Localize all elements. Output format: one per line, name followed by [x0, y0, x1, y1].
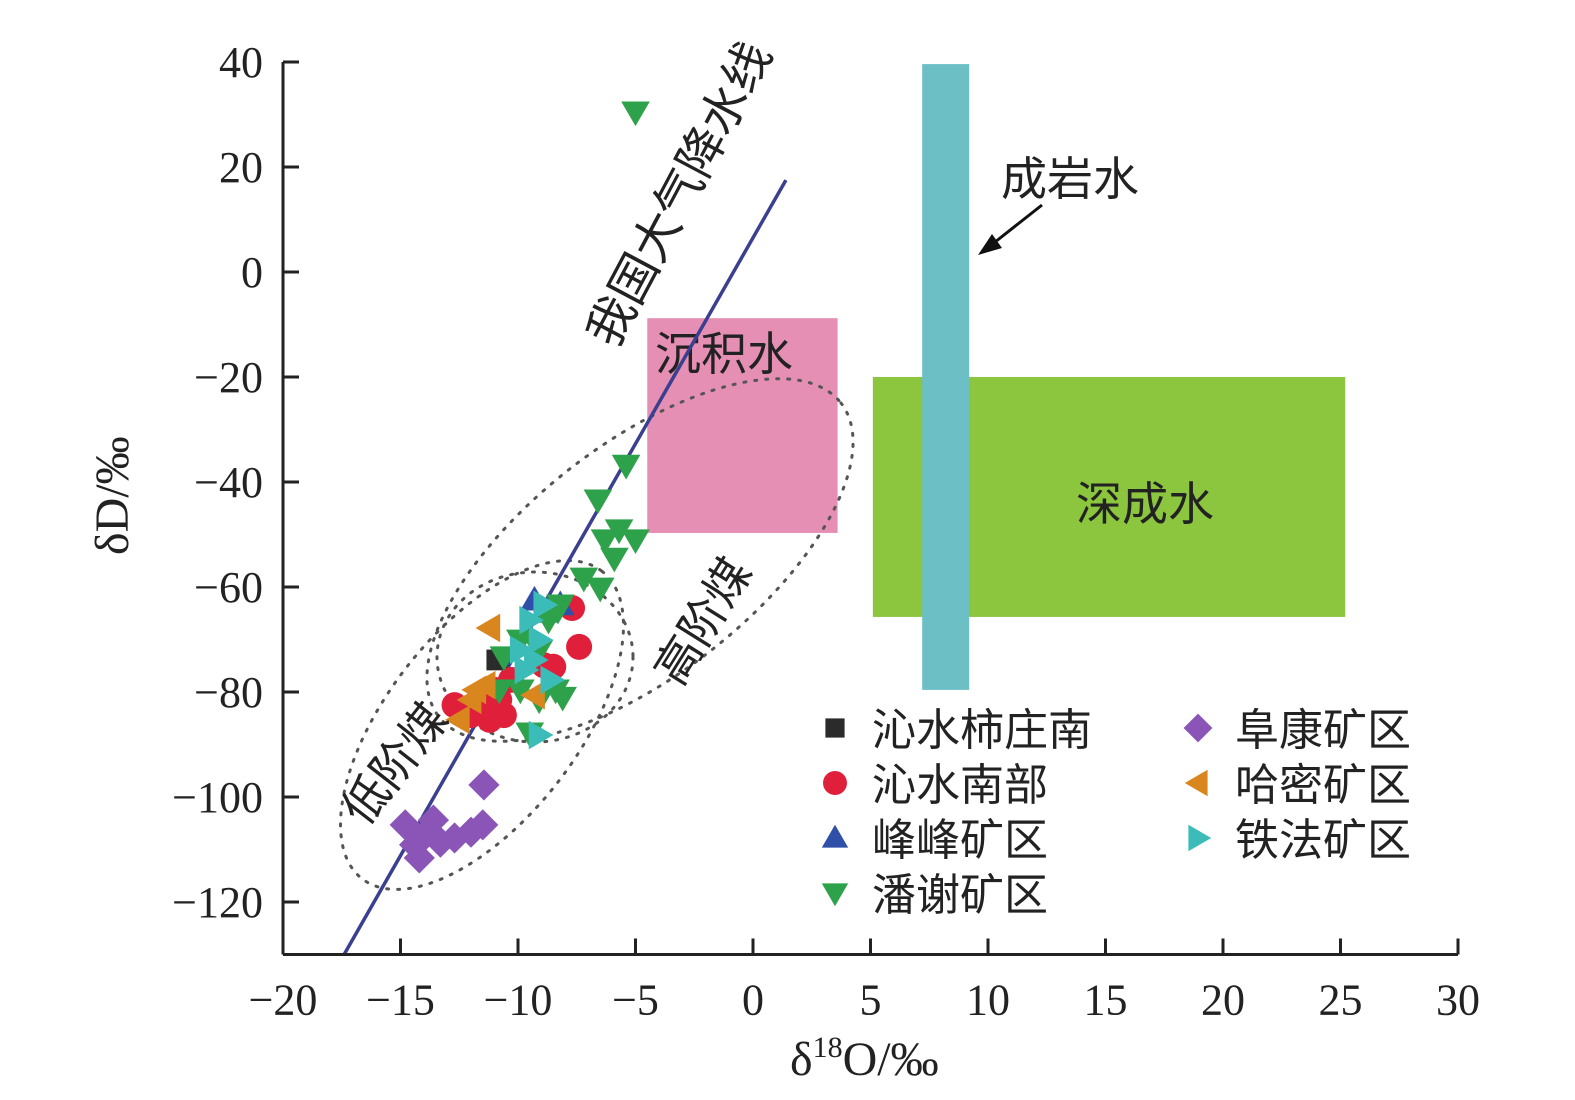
legend-item: 潘谢矿区 — [821, 870, 1048, 921]
legend-label: 沁水南部 — [872, 760, 1048, 811]
marker-diamond — [399, 829, 431, 861]
marker-triangle-right — [533, 590, 559, 620]
legend-item: 哈密矿区 — [1184, 760, 1411, 811]
marker-triangle-left — [456, 685, 482, 715]
marker-diamond — [408, 820, 440, 852]
legend-item: 峰峰矿区 — [821, 815, 1048, 866]
meteoric-line-label: 我国大气降水线 — [576, 33, 783, 356]
marker-triangle-right — [540, 665, 566, 695]
y-tick-label: −40 — [194, 458, 263, 507]
marker-triangle-down — [583, 489, 613, 515]
marker-diamond — [417, 804, 449, 836]
marker-triangle-left — [470, 670, 496, 700]
legend-label: 潘谢矿区 — [872, 870, 1048, 921]
arrow-line — [989, 203, 1043, 248]
marker-triangle-right — [528, 720, 554, 750]
marker-triangle-down — [611, 454, 641, 480]
legend-label: 峰峰矿区 — [872, 815, 1048, 866]
marker-triangle-right — [528, 625, 554, 655]
marker-square — [825, 718, 845, 738]
marker-triangle-left — [475, 613, 501, 643]
y-tick-label: 0 — [241, 248, 263, 297]
region-label: 深成水 — [1076, 477, 1214, 531]
y-tick-label: −60 — [194, 563, 263, 612]
marker-triangle-down — [590, 529, 620, 555]
y-tick-label: −120 — [172, 878, 263, 927]
ylabel: δD/‰ — [86, 436, 139, 555]
xlabel: δ18O/‰ — [790, 1031, 939, 1086]
marker-triangle-down — [600, 547, 629, 573]
arrow-head-icon — [978, 234, 1002, 255]
x-tick-label: −20 — [249, 976, 318, 1025]
marker-triangle-left — [1184, 769, 1208, 797]
marker-triangle-left — [444, 705, 470, 735]
marker-triangle-down — [821, 883, 849, 907]
legend-label: 沁水柿庄南 — [872, 705, 1092, 756]
marker-triangle-down — [621, 529, 650, 555]
x-tick-label: −15 — [366, 976, 435, 1025]
marker-triangle-down — [506, 679, 535, 705]
marker-triangle-down — [604, 519, 634, 545]
low-rank-zone — [339, 559, 625, 891]
x-tick-label: 10 — [966, 976, 1010, 1025]
marker-triangle-down — [621, 101, 650, 127]
marker-triangle-right — [519, 605, 545, 635]
y-tick-label: −100 — [172, 773, 263, 822]
x-tick-label: −10 — [484, 976, 553, 1025]
marker-diamond — [424, 826, 457, 858]
legend-label: 铁法矿区 — [1235, 815, 1411, 866]
region-0 — [647, 318, 838, 533]
x-tick-label: 0 — [742, 976, 764, 1025]
y-tick-label: −20 — [194, 353, 263, 402]
x-tick-label: 15 — [1084, 976, 1128, 1025]
marker-diamond — [438, 822, 471, 854]
legend-label: 阜康矿区 — [1235, 705, 1411, 756]
region-label: 成岩水 — [1001, 152, 1139, 206]
legend-label: 哈密矿区 — [1235, 760, 1411, 811]
y-tick-label: −80 — [194, 668, 263, 717]
y-tick-label: 40 — [219, 38, 263, 87]
high-rank-zone — [425, 377, 855, 743]
x-tick-label: 5 — [860, 976, 882, 1025]
marker-diamond — [467, 809, 499, 841]
marker-circle — [823, 771, 847, 795]
marker-diamond — [468, 769, 500, 801]
legend-item: 沁水柿庄南 — [825, 705, 1092, 756]
marker-circle — [490, 702, 517, 729]
axes: 40 20 0 −20 −40 −60 −80 −100 −120 −20 −15 −10 −5 0 5 10… — [172, 38, 1480, 1025]
marker-triangle-right — [1188, 824, 1212, 852]
marker-diamond — [1183, 713, 1213, 743]
marker-circle — [566, 633, 593, 660]
x-tick-label: −5 — [612, 976, 659, 1025]
x-tick-label: 25 — [1319, 976, 1363, 1025]
region-2 — [922, 64, 970, 690]
marker-triangle-up — [821, 824, 849, 848]
x-tick-label: 20 — [1201, 976, 1245, 1025]
legend-item: 阜康矿区 — [1183, 705, 1411, 756]
marker-diamond — [403, 842, 435, 874]
marker-triangle-left — [520, 680, 545, 710]
x-tick-label: 30 — [1436, 976, 1480, 1025]
marker-triangle-down — [585, 577, 615, 603]
marker-triangle-down — [569, 567, 599, 593]
legend-item: 铁法矿区 — [1188, 815, 1411, 866]
legend-item: 沁水南部 — [823, 760, 1048, 811]
y-tick-label: 20 — [219, 143, 263, 192]
marker-triangle-right — [514, 655, 540, 685]
